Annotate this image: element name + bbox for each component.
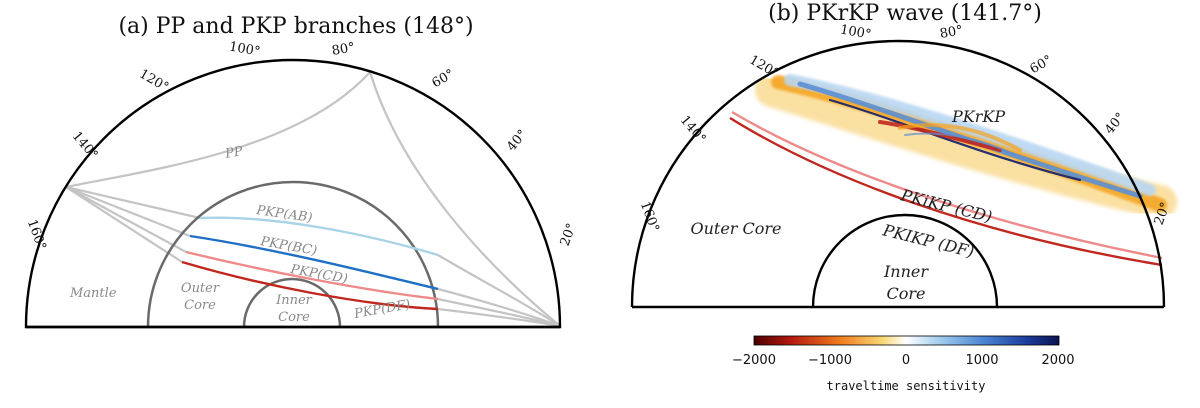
panel-a: (a) PP and PKP branches (148°): [24, 14, 580, 329]
colorbar: −2000 −1000 0 1000 2000 traveltime sensi…: [732, 335, 1075, 393]
tick-a-100: 100°: [228, 39, 261, 59]
pkp-bc-ray: [189, 234, 439, 291]
pkp-ab-ray: [199, 216, 439, 257]
label-inner-core-a-2: Core: [278, 310, 310, 325]
panel-a-title: (a) PP and PKP branches (148°): [118, 14, 473, 39]
label-pp: PP: [223, 144, 244, 162]
cb-tick-3: 0: [902, 353, 910, 368]
surface-boundary-a: [24, 58, 562, 329]
tick-a-20: 20°: [558, 221, 580, 248]
label-inner-core-b-1: Inner: [883, 262, 929, 281]
pkp-ab-mantle-left: [65, 185, 201, 220]
ray-paths-grey: [65, 71, 561, 328]
sensitivity-kernel: [755, 73, 1177, 219]
tick-a-80: 80°: [331, 40, 356, 59]
tick-a-160: 160°: [24, 218, 49, 253]
tick-b-20: 20°: [1152, 200, 1174, 227]
colorbar-label: traveltime sensitivity: [827, 379, 986, 393]
pp-ray: [65, 71, 371, 189]
label-pkikp-df: PKIKP (DF): [880, 220, 976, 261]
pkp-cd-mantle-left: [65, 186, 187, 253]
panel-b-title: (b) PKrKP wave (141.7°): [768, 1, 1042, 26]
label-pkikp-cd: PKiKP (CD): [898, 185, 994, 226]
cb-tick-2: −1000: [808, 353, 852, 368]
pp-ray-2: [368, 71, 561, 327]
tick-b-100: 100°: [839, 22, 872, 42]
pkp-bc-mantle-left: [65, 185, 191, 238]
label-pkrkp: PKrKP: [951, 107, 1005, 126]
tick-a-140: 140°: [69, 129, 101, 163]
colorbar-gradient: [753, 335, 1060, 346]
pkp-df-mantle-right: [437, 307, 561, 328]
label-outer-core-a-2: Core: [184, 298, 216, 313]
pkikp-df-ray: [729, 116, 1163, 267]
cb-tick-5: 2000: [1041, 353, 1074, 368]
outer-core-boundary-a: [146, 180, 440, 328]
surface-boundary-b: [630, 39, 1166, 308]
pkp-cd-ray: [185, 250, 439, 301]
pkikp-cd-ray: [731, 110, 1163, 260]
tick-a-40: 40°: [504, 127, 530, 154]
tick-a-120: 120°: [136, 67, 171, 96]
pkp-df-mantle-left: [65, 186, 183, 263]
label-inner-core-b-2: Core: [887, 284, 926, 303]
label-mantle: Mantle: [69, 286, 117, 301]
cb-tick-1: −2000: [732, 353, 776, 368]
tick-b-140: 140°: [677, 113, 709, 147]
label-outer-core-b: Outer Core: [690, 219, 781, 238]
tick-b-80: 80°: [939, 23, 964, 42]
inner-core-boundary-a: [242, 277, 342, 328]
tick-a-60: 60°: [430, 67, 457, 92]
panel-b: (b) PKrKP wave (141.7°) 20° 40° 60°: [630, 1, 1177, 393]
pkp-ab-mantle-right: [437, 254, 561, 327]
tick-b-40: 40°: [1102, 110, 1128, 137]
cb-tick-4: 1000: [965, 353, 998, 368]
tick-b-160: 160°: [637, 200, 662, 235]
label-outer-core-a-1: Outer: [181, 281, 220, 296]
inner-core-boundary-b: [811, 213, 999, 308]
label-inner-core-a-1: Inner: [275, 293, 313, 308]
tick-b-60: 60°: [1028, 53, 1055, 78]
pkp-df-ray: [181, 260, 439, 311]
